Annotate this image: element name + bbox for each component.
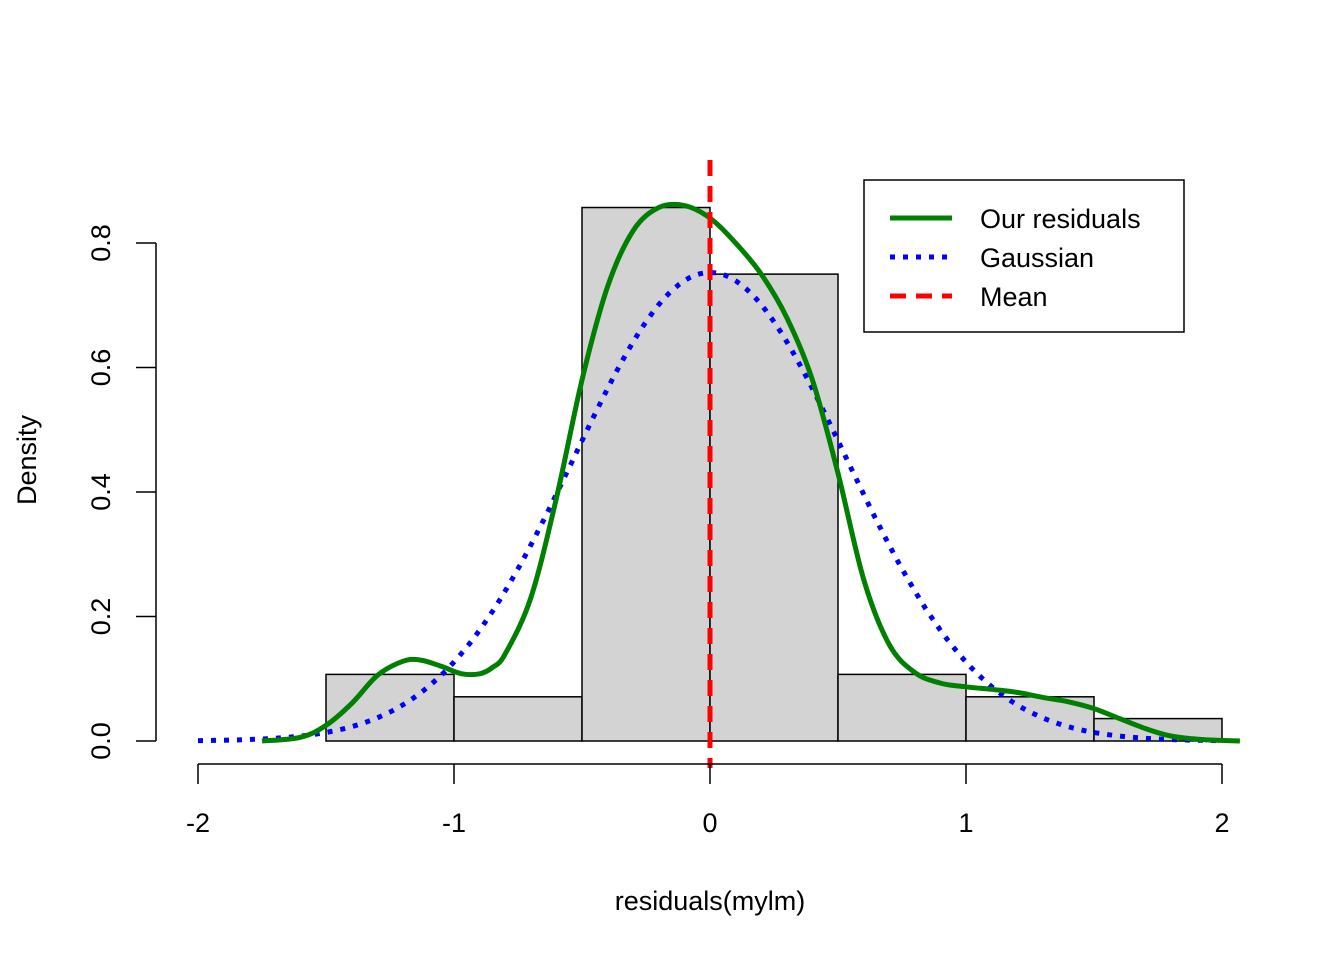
our-residuals-curve xyxy=(261,201,1240,744)
histogram-bars xyxy=(325,206,1223,742)
x-axis-ticks: -2 -1 0 1 2 xyxy=(186,764,1230,838)
x-tick-label: -1 xyxy=(442,808,466,838)
legend-label-mean: Mean xyxy=(980,282,1048,312)
x-tick-label: 2 xyxy=(1214,808,1229,838)
histogram-bar xyxy=(709,273,839,742)
x-tick-label: 0 xyxy=(702,808,717,838)
x-tick-label: -2 xyxy=(186,808,210,838)
x-tick-label: 1 xyxy=(958,808,973,838)
gaussian-curve xyxy=(198,269,1222,744)
y-axis: 0.0 0.2 0.4 0.6 0.8 xyxy=(86,224,157,760)
histogram-bar xyxy=(453,696,583,742)
y-tick-label: 0.0 xyxy=(86,722,116,760)
legend-label-gaussian: Gaussian xyxy=(980,243,1094,273)
x-axis: -2 -1 0 1 2 xyxy=(186,763,1230,838)
histogram-bar xyxy=(1093,717,1223,742)
y-tick-label: 0.6 xyxy=(86,349,116,387)
density-lines xyxy=(198,160,1240,768)
y-axis-label: Density xyxy=(12,414,42,505)
legend-label-our-residuals: Our residuals xyxy=(980,204,1141,234)
y-tick-label: 0.8 xyxy=(86,224,116,262)
y-tick-label: 0.4 xyxy=(86,473,116,511)
x-axis-label: residuals(mylm) xyxy=(615,886,806,916)
y-axis-ticks: 0.0 0.2 0.4 0.6 0.8 xyxy=(86,224,156,760)
legend: Our residuals Gaussian Mean xyxy=(863,179,1185,333)
y-tick-label: 0.2 xyxy=(86,598,116,636)
histogram-bar xyxy=(581,206,711,742)
